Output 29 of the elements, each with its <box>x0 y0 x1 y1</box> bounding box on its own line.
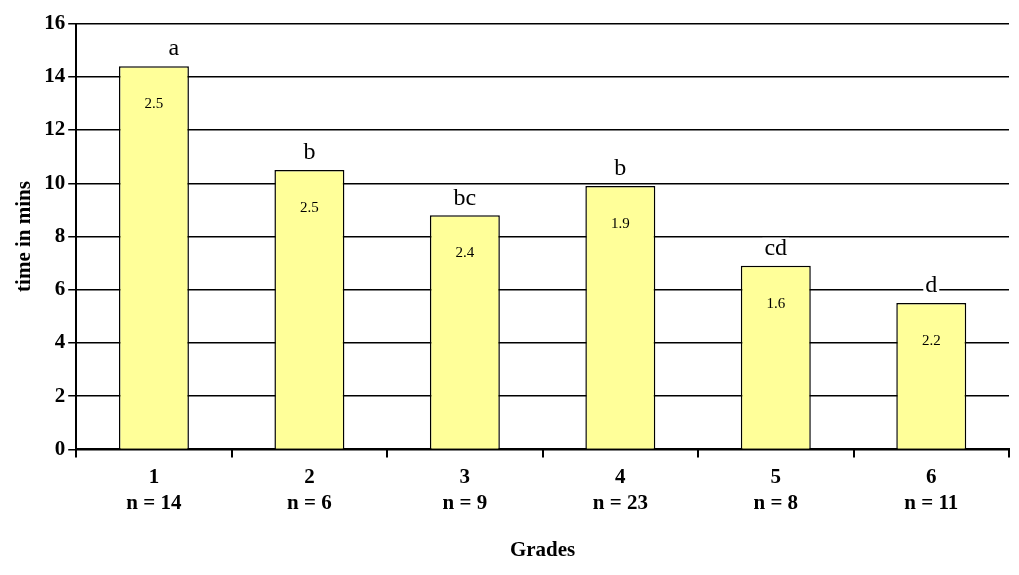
y-tick-label: 14 <box>44 63 66 88</box>
annotation: 2.2 <box>921 331 941 348</box>
x-tick-label: 2 n = 6 <box>287 464 332 514</box>
y-tick-label: 12 <box>44 116 66 141</box>
annotation: 2.5 <box>300 198 319 215</box>
y-tick-label: 2 <box>54 382 66 407</box>
x-tick-label: 3 n = 9 <box>442 464 488 514</box>
y-tick-label: 10 <box>44 169 66 194</box>
x-tick-label: 1 n = 14 <box>126 464 182 514</box>
annotation: bc <box>453 183 477 210</box>
annotation: 1.6 <box>766 294 786 311</box>
y-tick-label: 16 <box>44 10 66 35</box>
y-tick-label: 6 <box>54 276 66 301</box>
x-tick-label: 5 n = 8 <box>753 464 799 514</box>
annotation: b <box>614 154 627 181</box>
x-tick-label: 4 n = 23 <box>592 464 648 514</box>
y-tick-label: 0 <box>54 435 66 460</box>
annotation: 1.9 <box>610 214 630 231</box>
annotation: 2.5 <box>144 95 164 112</box>
y-tick-label: 8 <box>54 222 66 247</box>
annotation: cd <box>764 234 788 261</box>
y-axis-title: time in mins <box>11 181 36 292</box>
y-tick-label: 4 <box>54 329 66 354</box>
annotation: 2.4 <box>455 244 475 261</box>
x-tick-label: 6 n = 11 <box>904 464 959 514</box>
annotation: b <box>303 138 316 165</box>
x-axis-title: Grades <box>509 536 576 561</box>
annotation: a <box>168 34 180 61</box>
annotation: d <box>925 271 938 298</box>
